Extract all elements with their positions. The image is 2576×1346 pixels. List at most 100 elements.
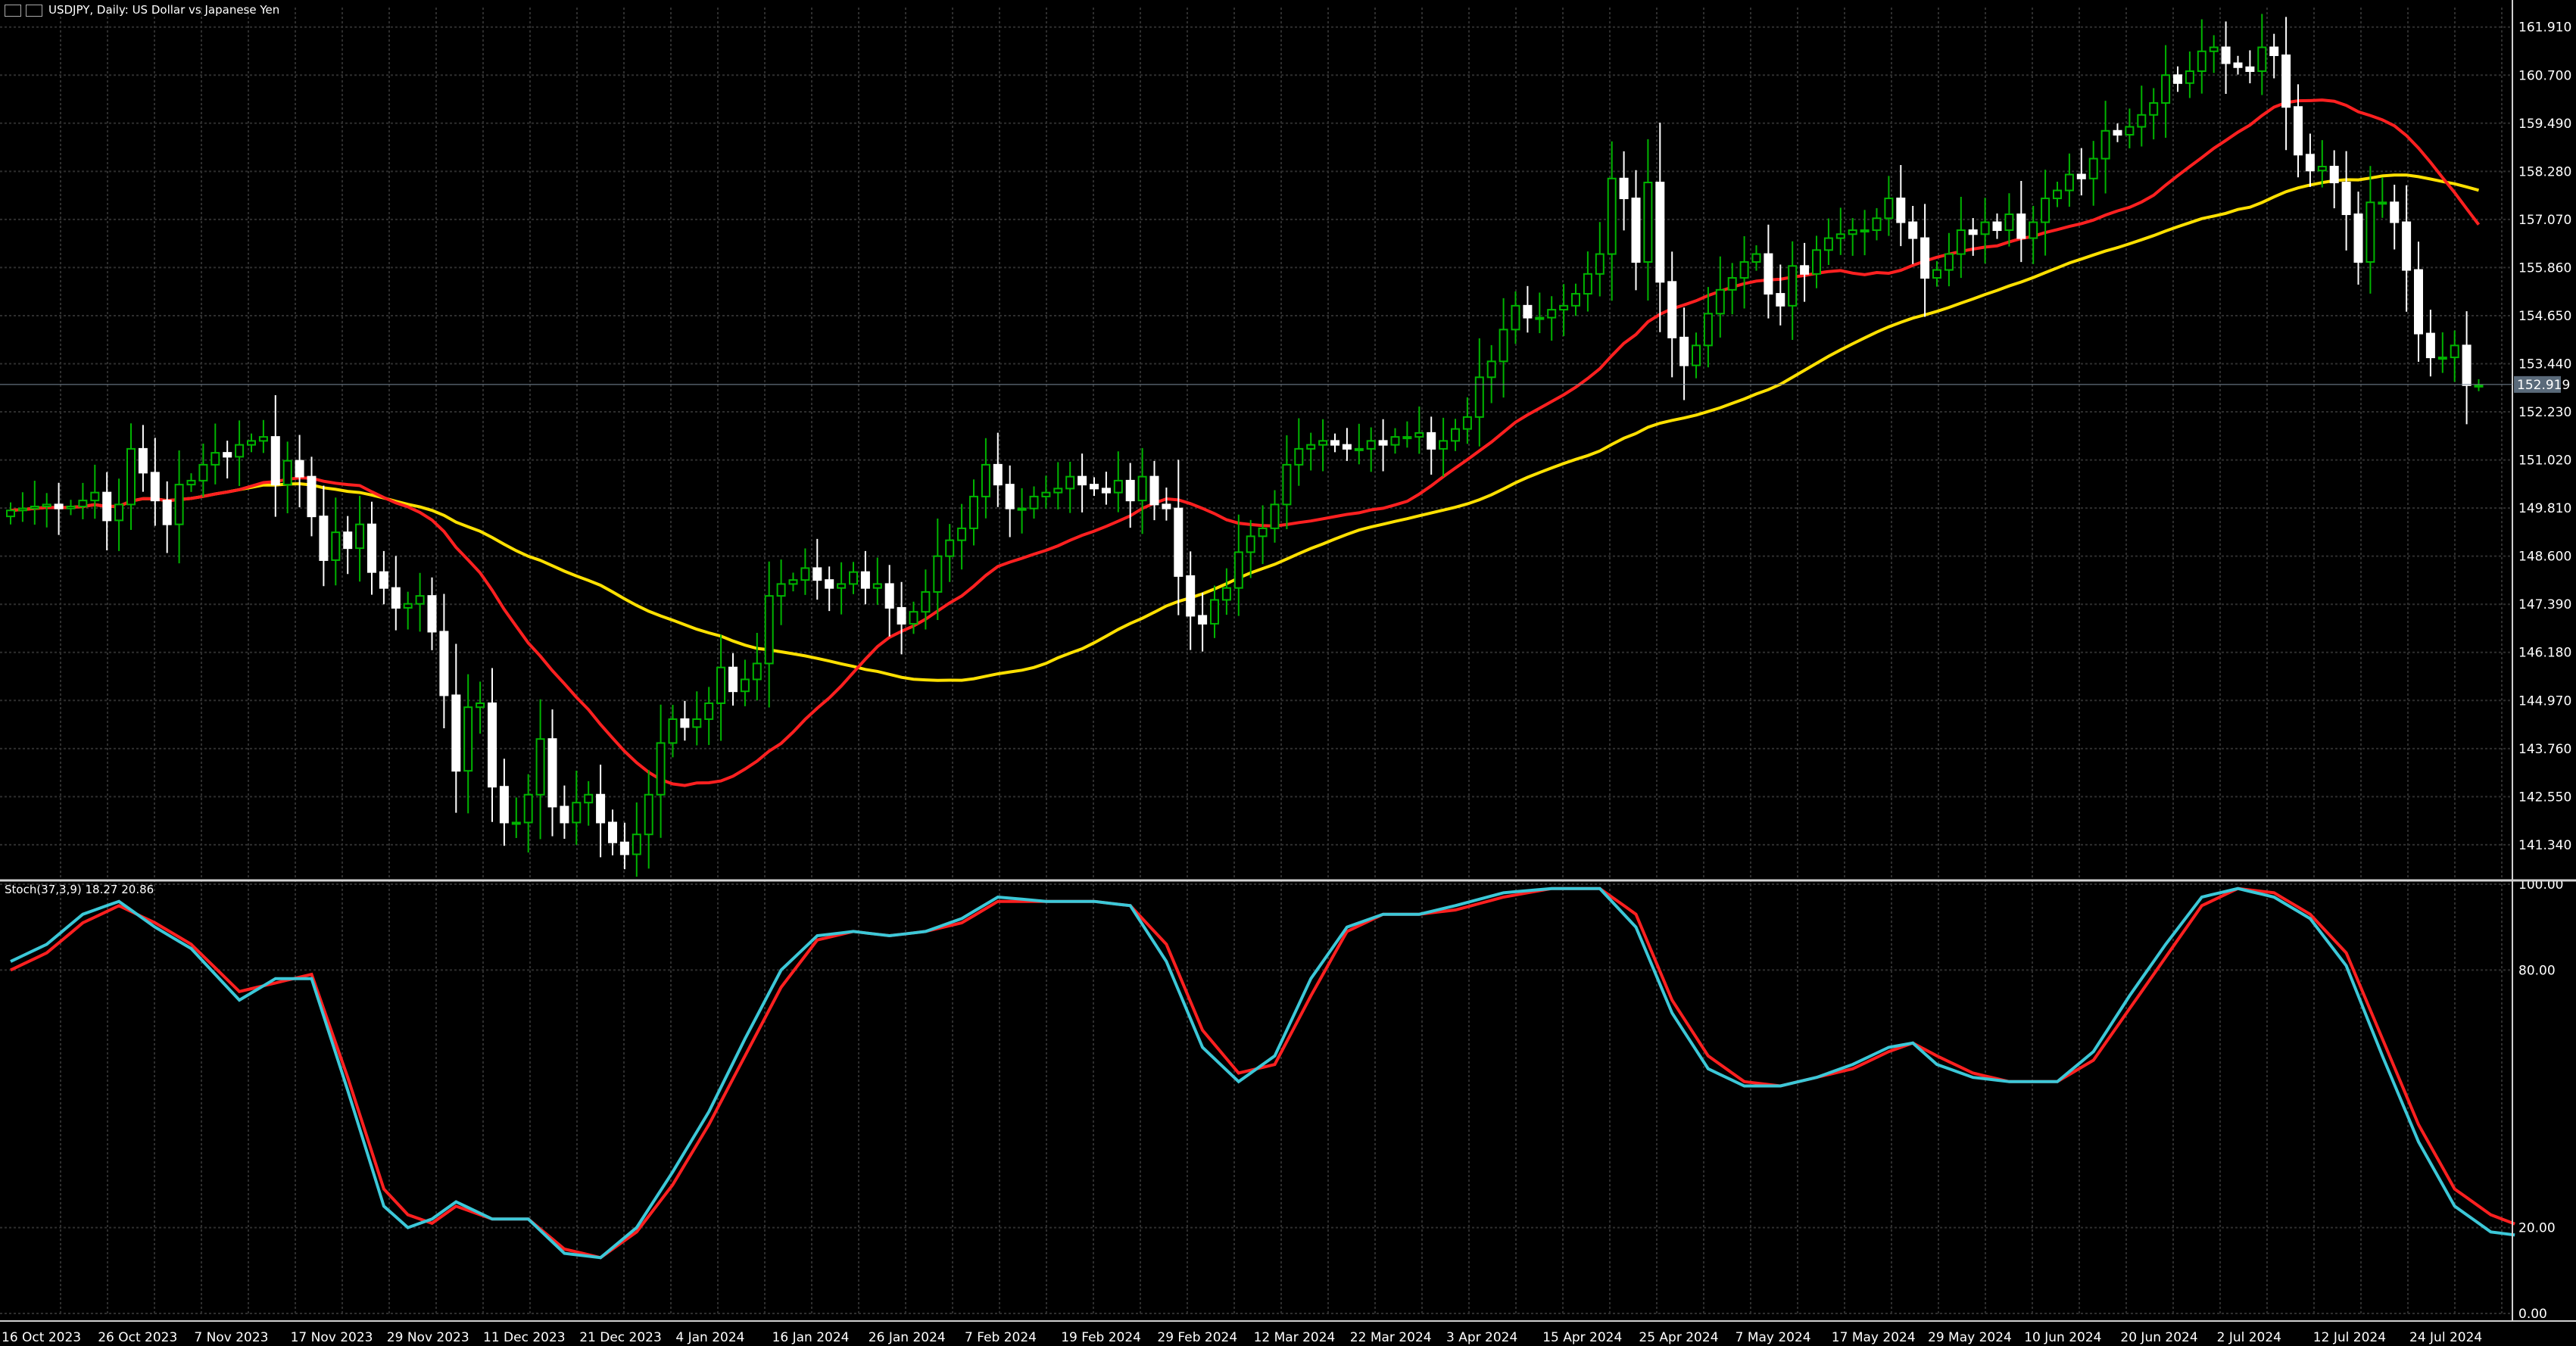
candle-body (547, 738, 557, 808)
candle-body (764, 595, 774, 665)
candle-body (1739, 261, 1749, 279)
candle-body (367, 523, 376, 573)
candle-body (1812, 249, 1821, 275)
price-tick-label: 159.490 (2518, 117, 2571, 132)
candle-body (1162, 503, 1171, 509)
stochastic-lines (10, 886, 2515, 1260)
date-tick-label: 12 Mar 2024 (1254, 1330, 1336, 1345)
candle-body (596, 793, 606, 824)
candle-body (1872, 217, 1882, 232)
candle-body (54, 503, 64, 509)
candle-body (1390, 436, 1400, 446)
candle-body (2100, 129, 2110, 160)
candle-body (1860, 229, 1870, 233)
price-tick-label: 149.810 (2518, 501, 2571, 516)
candle-body (1523, 304, 1533, 319)
candle-body (1137, 475, 1147, 502)
date-tick-label: 19 Feb 2024 (1061, 1330, 1141, 1345)
candle-body (608, 821, 617, 843)
candle-body (198, 463, 208, 481)
candle-body (1655, 182, 1665, 283)
candle-body (1956, 229, 1966, 255)
candle-body (186, 479, 196, 486)
date-tick-label: 15 Apr 2024 (1542, 1330, 1622, 1345)
candle-body (1439, 440, 1449, 450)
price-tick-label: 148.600 (2518, 550, 2571, 565)
date-tick-label: 20 Jun 2024 (2120, 1330, 2197, 1345)
candle-body (572, 802, 582, 824)
candle-body (1884, 198, 1894, 220)
candle-body (1318, 440, 1328, 446)
candle-body (2041, 198, 2051, 223)
candle-body (2329, 166, 2339, 184)
candle-body (2450, 344, 2459, 359)
candle-body (1619, 177, 1629, 200)
candle-body (1679, 336, 1689, 366)
candle-body (1462, 416, 1472, 430)
candle-body (1559, 304, 1569, 311)
candle-body (439, 631, 449, 696)
candle-body (2004, 213, 2014, 232)
candle-body (223, 452, 232, 458)
candle-body (1342, 444, 1352, 450)
candle-body (282, 460, 292, 486)
candle-body (2437, 357, 2447, 360)
candle-body (126, 447, 136, 506)
candle-body (2209, 46, 2219, 52)
candle-body (1427, 432, 1436, 450)
candle-body (258, 436, 268, 442)
candle-body (42, 503, 51, 508)
price-tick-label: 146.180 (2518, 646, 2571, 661)
candle-body (1980, 221, 1990, 235)
candle-body (343, 531, 353, 550)
candle-body (2341, 182, 2351, 216)
candle-body (1306, 444, 1316, 450)
price-tick-label: 154.650 (2518, 309, 2571, 324)
candle-body (825, 579, 834, 589)
candle-body (1282, 463, 1292, 506)
candle-body (1246, 535, 1255, 553)
candle-body (379, 571, 388, 589)
candle-body (560, 805, 569, 824)
price-tick-label: 151.020 (2518, 453, 2571, 469)
candle-body (174, 484, 184, 525)
candle-body (2113, 129, 2122, 136)
candle-body (860, 571, 870, 589)
candle-body (66, 506, 76, 509)
candle-body (1583, 273, 1592, 295)
candle-body (102, 491, 112, 522)
candle-body (1451, 428, 1460, 442)
chart-window-icon[interactable] (5, 5, 21, 17)
stoch-tick-label: 0.00 (2518, 1307, 2547, 1322)
candle-body (884, 583, 894, 609)
ma-fast-line (10, 98, 2481, 787)
moving-average-slow (10, 173, 2480, 682)
candle-body (162, 500, 172, 525)
candle-body (1294, 447, 1304, 466)
candle-body (1029, 495, 1039, 509)
candle-body (1715, 288, 1725, 315)
candle-body (1692, 344, 1701, 366)
candle-body (1198, 615, 1208, 625)
candle-body (1896, 198, 1906, 223)
candle-body (1221, 587, 1231, 601)
candle-body (415, 595, 425, 605)
candle-body (90, 491, 100, 502)
price-tick-label: 142.550 (2518, 790, 2571, 805)
date-tick-label: 16 Oct 2023 (2, 1330, 81, 1345)
candle-body (644, 793, 653, 836)
candle-body (463, 706, 473, 772)
candle-body (211, 452, 220, 466)
candle-body (680, 718, 690, 728)
candle-body (499, 786, 509, 824)
candle-body (2185, 70, 2194, 84)
candle-body (427, 595, 437, 633)
candle-body (114, 503, 124, 522)
candle-body (2088, 157, 2098, 179)
chart-type-icon[interactable] (26, 5, 42, 17)
price-tick-label: 144.970 (2518, 693, 2571, 709)
price-tick-label: 147.390 (2518, 597, 2571, 612)
candle-body (295, 460, 304, 478)
candle-body (740, 678, 750, 693)
